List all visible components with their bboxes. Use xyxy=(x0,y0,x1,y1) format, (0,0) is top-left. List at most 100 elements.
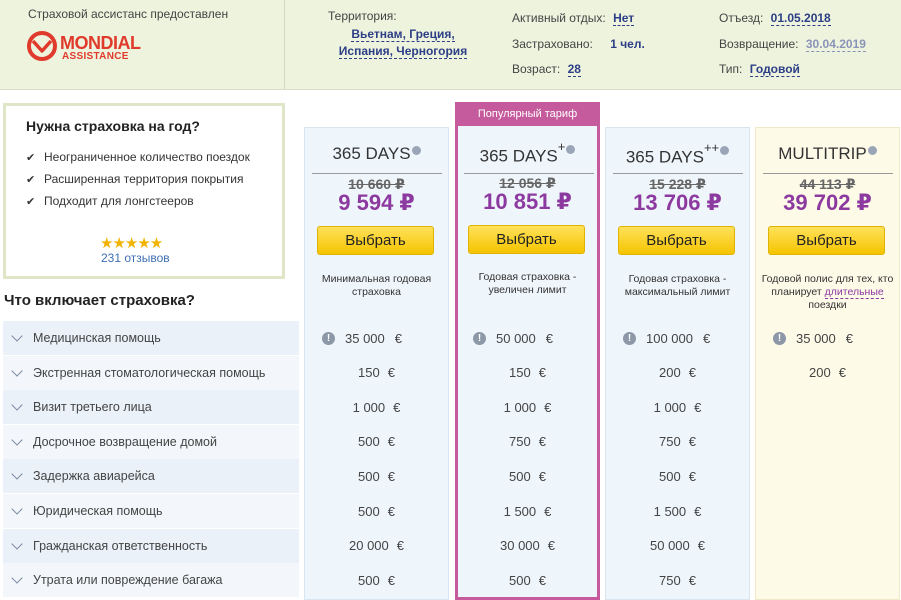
currency-symbol: € xyxy=(688,434,696,450)
coverage-value-cell xyxy=(755,494,900,528)
coverage-amount: 1 500 xyxy=(503,503,537,519)
table-row[interactable]: Гражданская ответственность 20 000 €30 000… xyxy=(3,528,901,563)
plan-name-text: 365 DAYS xyxy=(479,146,558,166)
currency-symbol: € xyxy=(394,330,402,346)
coverage-value-cell xyxy=(755,390,900,424)
territory-value[interactable]: Вьетнам, Греция, Испания, Черногория xyxy=(328,26,478,60)
coverage-row-header[interactable]: Задержка авиарейса xyxy=(3,459,299,494)
coverage-value-cell xyxy=(755,529,900,563)
plan-description: Минимальная годовая страховка xyxy=(321,273,432,298)
mondial-logo: MONDIAL ASSISTANCE xyxy=(26,30,166,66)
divider xyxy=(312,173,442,174)
popular-badge: Популярный тариф xyxy=(455,102,600,126)
type-value[interactable]: Годовой xyxy=(749,62,800,77)
coverage-value-cell: 150 € xyxy=(304,356,449,390)
info-exclamation-icon[interactable]: ! xyxy=(473,331,486,345)
table-row[interactable]: Юридическая помощь 500 €1 500 €1 500 € xyxy=(3,494,901,528)
coverage-row-header[interactable]: Медицинская помощь xyxy=(3,321,299,355)
coverage-label: Экстренная стоматологическая помощь xyxy=(33,365,266,380)
promo-feature-list: ✔ Неограниченное количество поездок ✔ Расш… xyxy=(26,146,250,212)
chevron-down-icon[interactable] xyxy=(11,572,23,584)
currency-symbol: € xyxy=(688,572,696,588)
currency-symbol: € xyxy=(393,399,401,415)
chevron-down-icon[interactable] xyxy=(11,330,23,342)
reviews-link[interactable]: 231 отзывов xyxy=(101,251,170,265)
coverage-amount: 750 xyxy=(659,434,681,450)
coverage-amount: 500 xyxy=(509,468,531,484)
info-exclamation-icon[interactable]: ! xyxy=(623,331,636,345)
active-rest-value[interactable]: Нет xyxy=(613,11,635,26)
coverage-row-header[interactable]: Досрочное возвращение домой xyxy=(3,424,299,459)
info-icon[interactable] xyxy=(566,145,576,154)
coverage-row-header[interactable]: Визит третьего лица xyxy=(3,390,299,425)
info-icon[interactable] xyxy=(411,146,421,155)
search-summary-header: Страховой ассистанс предоставлен MONDIAL… xyxy=(0,0,901,90)
currency-symbol: € xyxy=(387,434,395,450)
coverage-row-header[interactable]: Утрата или повреждение багажа xyxy=(3,563,299,598)
coverage-value-cell: 750 € xyxy=(605,563,750,597)
coverage-value-cell: ! 50 000 € xyxy=(455,321,600,355)
old-price: 15 228 ₽ xyxy=(649,176,706,192)
currency-symbol: € xyxy=(396,538,404,554)
currency-symbol: € xyxy=(547,538,555,554)
chevron-down-icon[interactable] xyxy=(11,364,23,377)
list-item: ✔ Расширенная территория покрытия xyxy=(26,168,250,190)
chevron-down-icon[interactable] xyxy=(11,399,23,411)
currency-symbol: € xyxy=(544,503,552,519)
info-exclamation-icon[interactable]: ! xyxy=(322,331,335,345)
coverage-amount: 200 xyxy=(809,365,831,381)
coverage-amount: 20 000 xyxy=(349,538,389,554)
chevron-down-icon[interactable] xyxy=(11,503,23,515)
select-plan-button[interactable]: Выбрать xyxy=(768,226,885,255)
plan-description-text: Годовой полис для тех, кто планирует xyxy=(761,273,894,298)
coverage-row-header[interactable]: Гражданская ответственность xyxy=(3,528,299,563)
territory-line-2[interactable]: Испания, Черногория xyxy=(338,44,468,59)
table-row[interactable]: Задержка авиарейса 500 €500 €500 € xyxy=(3,459,901,494)
select-plan-button[interactable]: Выбрать xyxy=(317,226,434,255)
coverage-amount: 500 xyxy=(358,434,380,450)
age-value[interactable]: 28 xyxy=(567,62,581,77)
coverage-row-header[interactable]: Юридическая помощь xyxy=(3,494,299,528)
table-row[interactable]: Досрочное возвращение домой 500 €750 €750 € xyxy=(3,424,901,459)
currency-symbol: € xyxy=(387,468,395,484)
annual-promo-box: Нужна страховка на год? ✔ Неограниченное … xyxy=(3,103,285,279)
currency-symbol: € xyxy=(845,330,853,346)
plan-description-text: поездки xyxy=(808,299,847,311)
coverage-amount: 50 000 xyxy=(650,538,690,554)
coverage-amount: 1 000 xyxy=(503,399,537,415)
select-plan-button[interactable]: Выбрать xyxy=(468,225,585,254)
table-row[interactable]: Медицинская помощь! 35 000 €! 50 000 €! 100 0… xyxy=(3,321,901,355)
coverage-value-cell: 500 € xyxy=(304,425,449,459)
coverage-value-cell: 500 € xyxy=(304,494,449,528)
table-row[interactable]: Визит третьего лица 1 000 €1 000 €1 000 € xyxy=(3,390,901,425)
info-icon[interactable] xyxy=(720,146,730,155)
table-row[interactable]: Утрата или повреждение багажа 500 €500 €750… xyxy=(3,563,901,598)
provider-block: Страховой ассистанс предоставлен MONDIAL… xyxy=(0,0,285,90)
coverage-amount: 500 xyxy=(358,468,380,484)
divider xyxy=(763,173,893,174)
chevron-down-icon[interactable] xyxy=(11,468,23,481)
return-date: 30.04.2019 xyxy=(805,37,866,52)
info-exclamation-icon[interactable]: ! xyxy=(773,331,786,345)
table-row[interactable]: Экстренная стоматологическая помощь 150 €1… xyxy=(3,355,901,390)
coverage-label: Медицинская помощь xyxy=(33,331,161,345)
long-trips-link[interactable]: длительные xyxy=(824,286,884,299)
info-icon[interactable] xyxy=(867,146,877,155)
coverage-value-cell: 500 € xyxy=(455,459,600,493)
coverage-row-header[interactable]: Экстренная стоматологическая помощь xyxy=(3,355,299,390)
departure-date[interactable]: 01.05.2018 xyxy=(770,11,831,26)
logo-name: MONDIAL xyxy=(60,33,141,53)
plan-name-text: 365 DAYS xyxy=(625,147,704,167)
coverage-value-cell: 30 000 € xyxy=(455,529,600,563)
select-plan-button[interactable]: Выбрать xyxy=(618,226,735,255)
currency-symbol: € xyxy=(387,572,395,588)
chevron-down-icon[interactable] xyxy=(11,434,23,446)
coverage-amount: 200 xyxy=(659,365,681,381)
insured-label: Застраховано: xyxy=(512,37,593,51)
chevron-down-icon[interactable] xyxy=(11,537,23,550)
plan-tier-mark: + xyxy=(557,139,566,154)
currency-symbol: € xyxy=(545,330,553,346)
departure-label: Отъезд: xyxy=(719,11,764,25)
territory-line-1[interactable]: Вьетнам, Греция, xyxy=(351,27,455,42)
coverage-amount: 1 000 xyxy=(653,399,687,415)
